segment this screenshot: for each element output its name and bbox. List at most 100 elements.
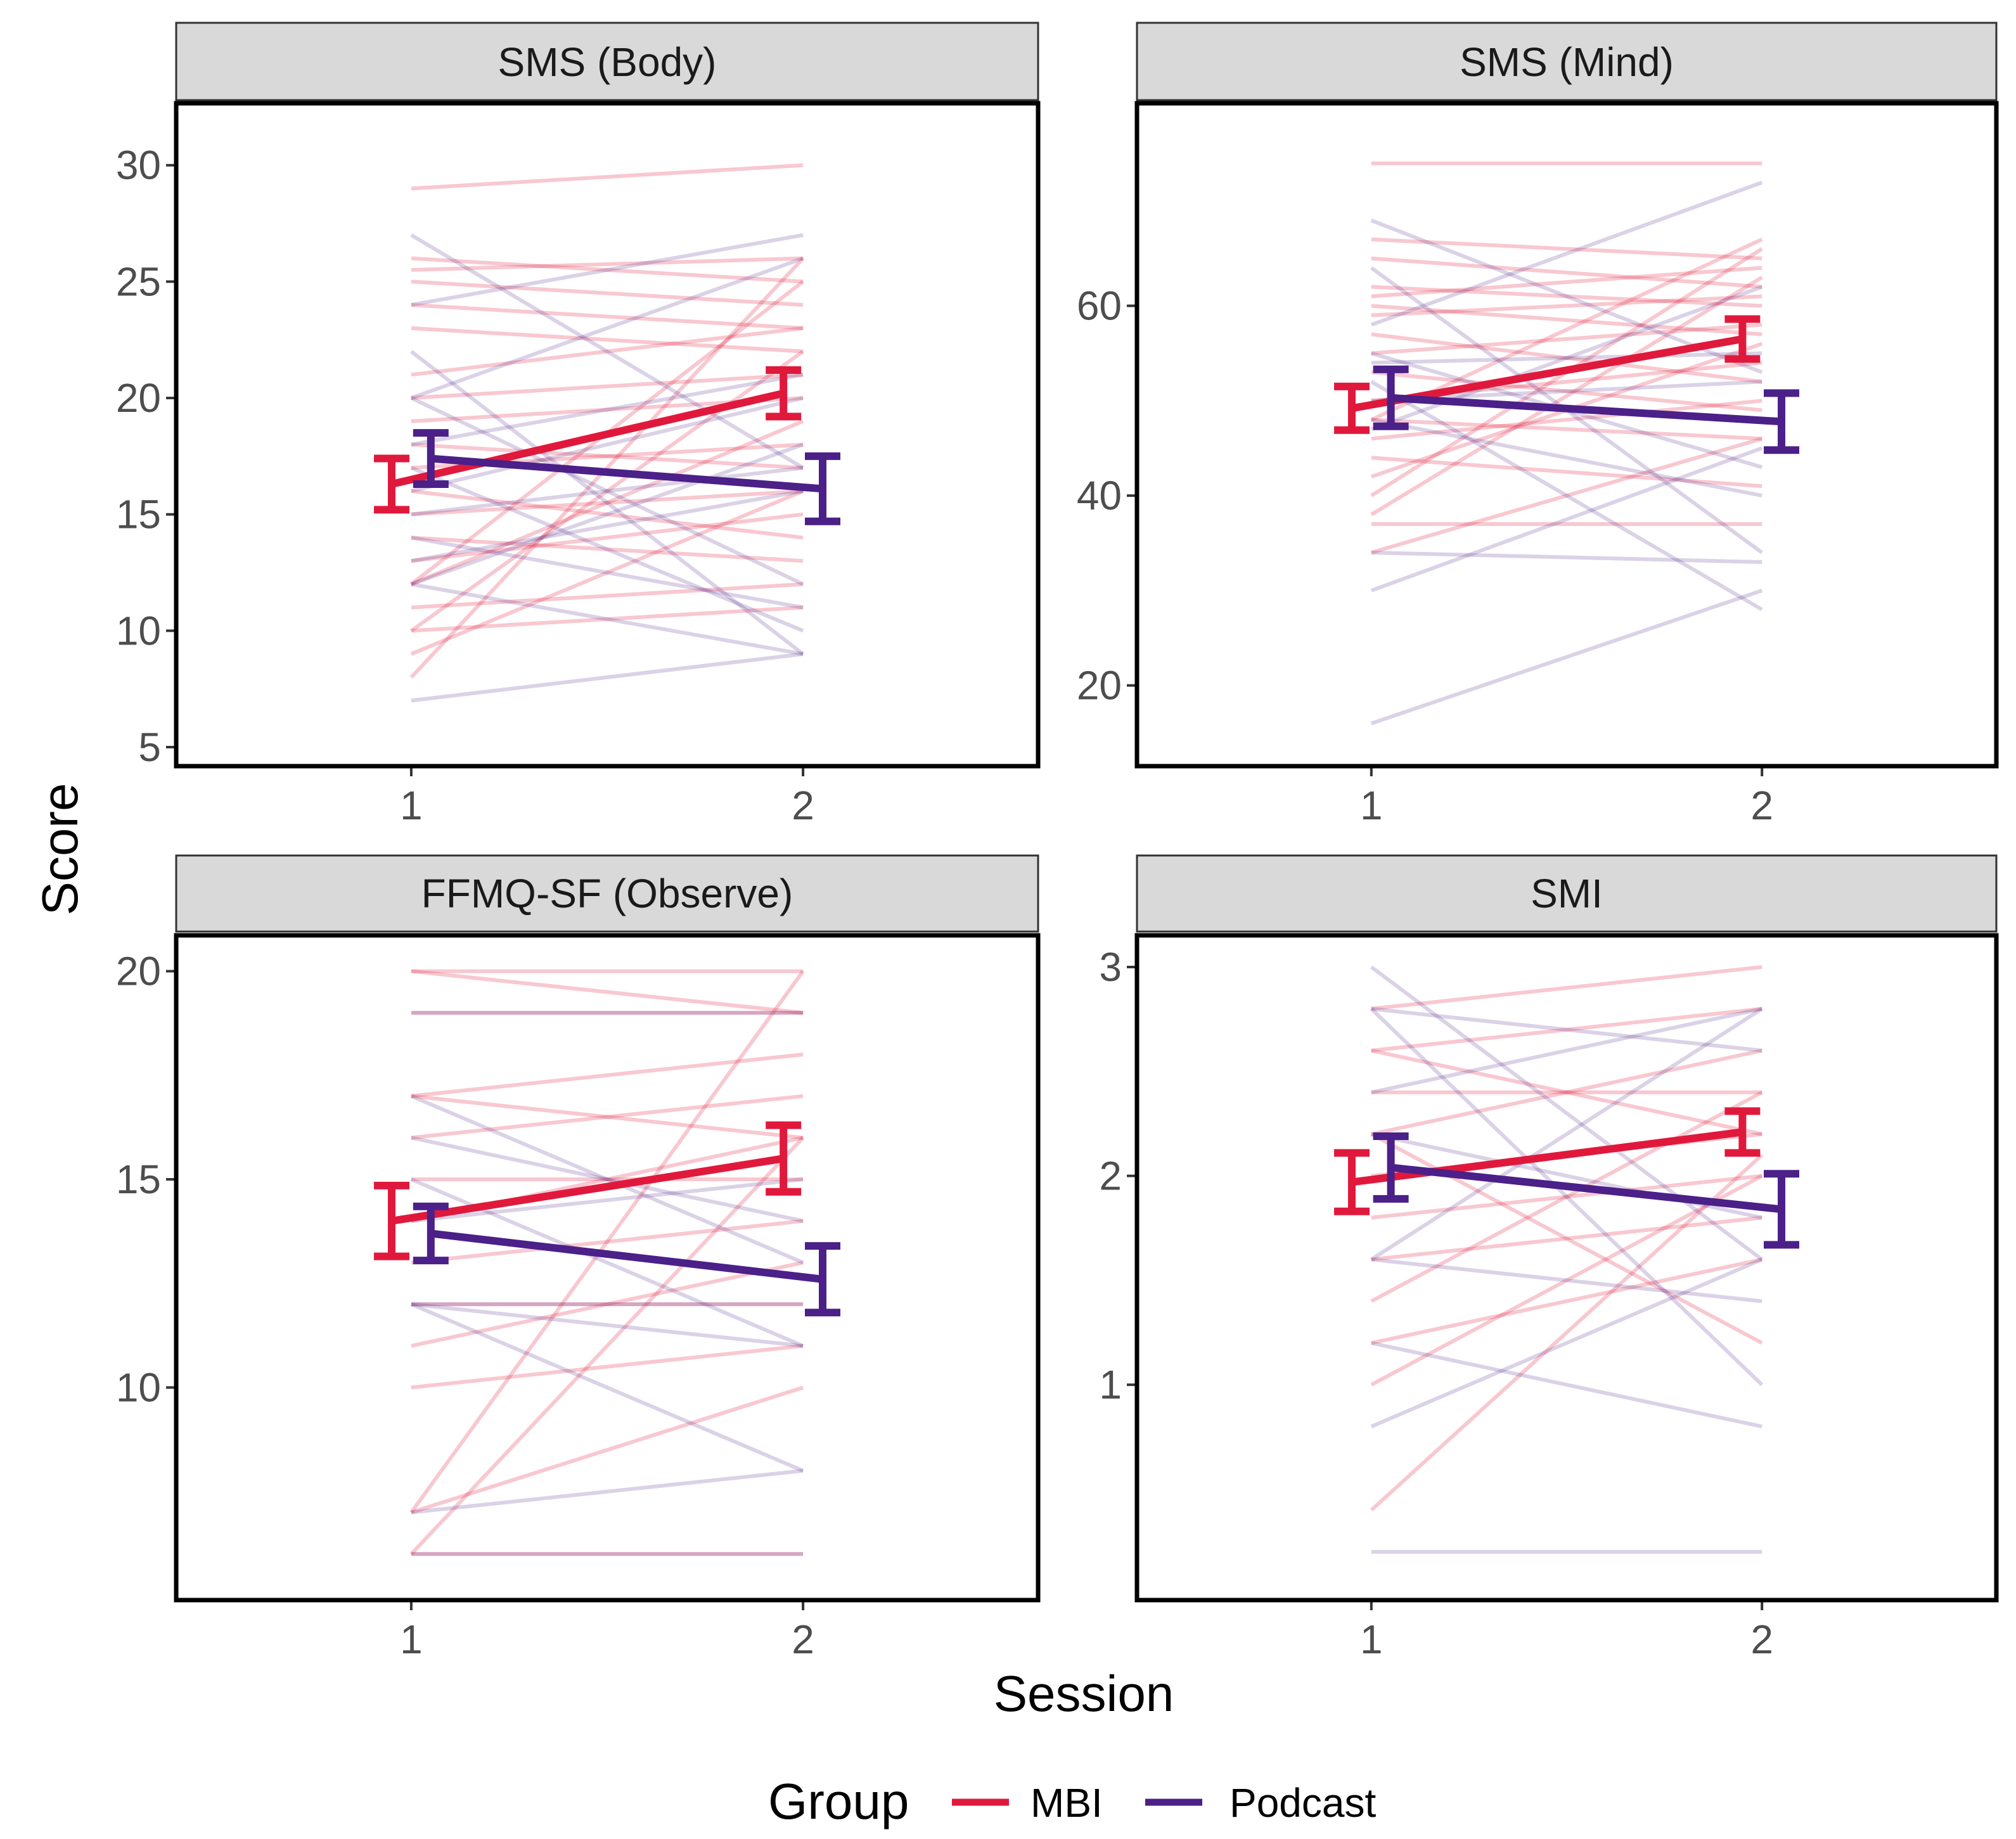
participant-line-mbi [411, 1260, 804, 1348]
y-tick-label: 5 [138, 724, 161, 770]
participant-line-mbi [410, 350, 804, 632]
panel-ffmq-sf-observe: FFMQ-SF (Observe) 10 15 20 1 2 [116, 854, 1041, 1662]
participant-line-podcast [1370, 965, 1763, 1261]
participant-line-podcast [1370, 589, 1763, 726]
participant-line-mbi [411, 1219, 804, 1265]
error-bar-podcast [1373, 365, 1409, 430]
participant-line-mbi [1371, 256, 1762, 289]
participant-line-mbi [1370, 1174, 1763, 1387]
legend-label-podcast: Podcast [1230, 1780, 1376, 1826]
panel-title: SMI [1531, 871, 1603, 916]
panel-border [174, 101, 1041, 769]
x-tick-label: 1 [400, 1617, 423, 1662]
y-tick-label: 1 [1099, 1362, 1122, 1407]
participant-line-mbi [1371, 1174, 1762, 1220]
participant-line-podcast [1371, 1006, 1762, 1094]
individual-lines [409, 969, 805, 1556]
panel-border [174, 933, 1041, 1603]
participant-line-podcast [411, 1177, 804, 1223]
participant-line-mbi [411, 1052, 804, 1098]
error-bar-mbi [1724, 1107, 1761, 1157]
mean-line-podcast [1390, 1163, 1782, 1214]
participant-line-podcast [411, 582, 804, 657]
individual-lines [409, 163, 805, 703]
x-tick-label: 2 [1750, 783, 1773, 828]
y-tick-label: 3 [1099, 944, 1122, 990]
participant-line-podcast [1370, 380, 1763, 612]
participant-line-podcast [1371, 418, 1762, 498]
error-bar-mbi [1334, 1149, 1370, 1215]
error-bar-mbi [1334, 382, 1370, 434]
participant-line-mbi [1371, 418, 1762, 441]
strip-background [1136, 854, 1998, 933]
strip-background [175, 854, 1039, 933]
participant-line-podcast [411, 1136, 804, 1223]
participant-line-podcast [410, 1094, 804, 1265]
x-axis-title: Session [994, 1665, 1174, 1722]
group-mean-lines [374, 1121, 840, 1317]
strip-background [175, 22, 1039, 101]
y-tick-label: 25 [116, 259, 161, 304]
participant-line-mbi [1371, 1215, 1762, 1262]
participant-line-mbi [411, 1343, 804, 1390]
mean-line-podcast [430, 454, 823, 493]
axis-ticks: 5 10 15 20 25 30 1 2 [116, 143, 814, 828]
mean-line-mbi [390, 389, 785, 488]
participant-line-mbi [411, 256, 804, 284]
participant-line-podcast [410, 256, 804, 400]
x-tick-label: 2 [1750, 1617, 1773, 1662]
error-bar-podcast [1764, 1170, 1799, 1249]
panel-title: FFMQ-SF (Observe) [421, 871, 793, 916]
group-mean-lines [1334, 1107, 1799, 1249]
panel-border [1134, 933, 1999, 1603]
y-tick-label: 40 [1077, 473, 1122, 518]
axis-ticks: 20 40 60 1 2 [1077, 283, 1773, 828]
legend: Group MBI Podcast [768, 1773, 1376, 1829]
panel-border [1134, 101, 1999, 769]
error-bar-mbi [766, 366, 802, 421]
x-tick-label: 1 [1360, 1617, 1383, 1662]
participant-line-podcast [410, 442, 804, 586]
participant-line-podcast [410, 396, 804, 586]
participant-line-podcast [411, 396, 804, 493]
group-mean-lines [1334, 315, 1799, 454]
participant-line-podcast [411, 489, 804, 563]
error-bar-podcast [413, 429, 449, 488]
y-tick-label: 2 [1099, 1153, 1122, 1199]
participant-line-mbi [411, 1094, 804, 1140]
participant-line-podcast [1370, 285, 1763, 432]
participant-line-mbi [409, 1136, 805, 1556]
y-tick-label: 20 [1077, 663, 1122, 708]
participant-line-podcast [411, 466, 804, 516]
y-tick-label: 15 [116, 1157, 161, 1202]
participant-line-mbi [1371, 965, 1762, 1011]
participant-line-podcast [411, 1302, 804, 1348]
participant-line-mbi [1371, 332, 1762, 384]
y-tick-label: 10 [116, 1365, 161, 1411]
group-mean-lines [374, 366, 840, 525]
participant-line-mbi [1371, 1048, 1762, 1136]
participant-line-mbi [411, 582, 804, 610]
participant-line-mbi [411, 512, 804, 563]
participant-line-podcast [411, 373, 804, 447]
y-tick-label: 20 [116, 949, 161, 994]
participant-line-podcast [1370, 1257, 1763, 1428]
participant-line-mbi [1371, 1048, 1762, 1136]
participant-line-mbi [1371, 370, 1762, 413]
participant-line-mbi [411, 605, 804, 633]
participant-line-podcast [410, 466, 804, 633]
participant-line-mbi [1371, 1257, 1762, 1345]
participant-line-podcast [1370, 446, 1763, 593]
legend-label-mbi: MBI [1030, 1780, 1103, 1826]
y-tick-label: 20 [116, 375, 161, 421]
x-tick-label: 1 [400, 783, 423, 828]
participant-line-mbi [1371, 285, 1762, 308]
y-tick-label: 60 [1077, 283, 1122, 329]
participant-line-mbi [1370, 437, 1763, 554]
participant-line-mbi [1370, 1091, 1763, 1303]
error-bar-mbi [374, 1181, 409, 1260]
participant-line-podcast [1371, 1006, 1762, 1053]
error-bar-mbi [766, 1121, 802, 1196]
participant-line-podcast [1370, 181, 1763, 327]
